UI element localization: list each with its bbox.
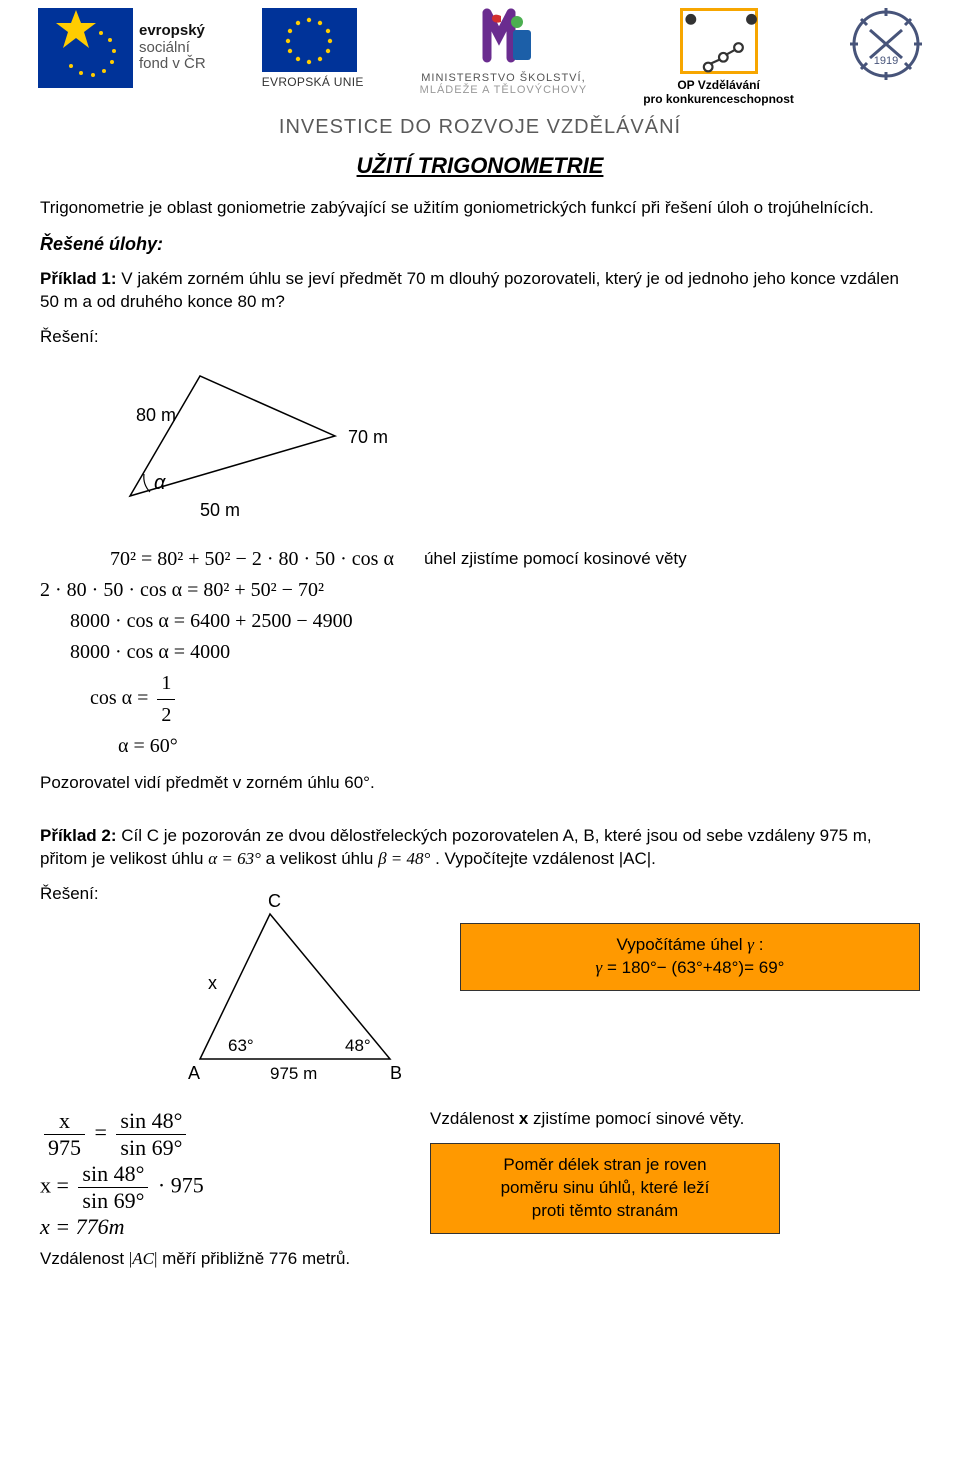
hint2-l3: proti těmto stranám xyxy=(445,1200,765,1223)
opvk-line2: pro konkurenceschopnost xyxy=(643,92,794,106)
ex2-beta: β = 48° xyxy=(378,849,430,868)
eq2-l3: x = 776m xyxy=(40,1214,400,1240)
t2-angB: 48° xyxy=(345,1036,371,1055)
t1-angle: α xyxy=(154,472,166,494)
eq2-l2-post: · 975 xyxy=(158,1172,204,1197)
equations-ex2: x 975 = sin 48° sin 69° x = sin 48° sin … xyxy=(40,1108,400,1240)
t1-side-a: 80 m xyxy=(136,405,176,425)
equations-ex1: 70² = 80² + 50² − 2 · 80 · 50 · cos α úh… xyxy=(40,544,920,762)
t2-angA: 63° xyxy=(228,1036,254,1055)
ex2-concl-post: měří přibližně 776 metrů. xyxy=(162,1249,350,1268)
t2-base: 975 m xyxy=(270,1064,317,1083)
gear-year: 1919 xyxy=(874,55,898,67)
ex2-conclusion: Vzdálenost |AC| měří přibližně 776 metrů… xyxy=(40,1248,920,1271)
hint2-l2: poměru sinu úhlů, které leží xyxy=(445,1177,765,1200)
eu-flag-icon xyxy=(262,8,357,72)
msmt-icon xyxy=(471,8,535,72)
eq2-l1-ln: x xyxy=(44,1108,85,1135)
eq2-l2-d: sin 69° xyxy=(78,1188,148,1214)
ex2-sine-note: Vzdálenost x zjistíme pomocí sinové věty… xyxy=(430,1108,920,1131)
hint2-l1: Poměr délek stran je roven xyxy=(445,1154,765,1177)
t2-A: A xyxy=(188,1063,200,1083)
example2-label: Příklad 2: xyxy=(40,826,117,845)
eq2-l2-pre: x = xyxy=(40,1172,69,1197)
eq1-line5-den: 2 xyxy=(157,700,175,731)
esf-line1: evropský xyxy=(139,22,205,39)
example1-text: V jakém zorném úhlu se jeví předmět 70 m… xyxy=(40,269,899,311)
t2-x: x xyxy=(208,973,217,993)
t2-C: C xyxy=(268,891,281,911)
eq1-line2: 2 · 80 · 50 · cos α = 80² + 50² − 70² xyxy=(40,575,920,606)
ex1-conclusion: Pozorovatel vidí předmět v zorném úhlu 6… xyxy=(40,772,920,795)
ex2-alpha: α = 63° xyxy=(208,849,261,868)
page-title: UŽITÍ TRIGONOMETRIE xyxy=(40,153,920,179)
triangle1-diagram: 80 m 70 m 50 m α xyxy=(100,361,920,526)
eu-logo-block: EVROPSKÁ UNIE xyxy=(262,8,364,89)
t2-B: B xyxy=(390,1063,402,1083)
hint-box-1: Vypočítáme úhel γ : γ = 180°− (63°+48°)=… xyxy=(460,923,920,991)
eq1-line6: α = 60° xyxy=(118,731,920,762)
msmt-line1: MINISTERSTVO ŠKOLSTVÍ, xyxy=(421,72,585,84)
eq1-line3: 8000 · cos α = 6400 + 2500 − 4900 xyxy=(70,606,920,637)
msmt-line2: MLÁDEŽE A TĚLOVÝCHOVY xyxy=(420,84,588,96)
eq2-l1-ld: 975 xyxy=(44,1135,85,1161)
tagline: INVESTICE DO ROZVOJE VZDĚLÁVÁNÍ xyxy=(0,116,960,139)
ex2-text-c: . Vypočítejte vzdálenost |AC|. xyxy=(435,849,656,868)
hint1-line2: γ = 180°− (63°+48°)= 69° xyxy=(475,957,905,980)
esf-line3: fond v ČR xyxy=(139,55,206,72)
triangle2-diagram: C A B x 63° 48° 975 m xyxy=(140,889,440,1094)
eq1-line4: 8000 · cos α = 4000 xyxy=(70,637,920,668)
hint1-line1: Vypočítáme úhel γ : xyxy=(475,934,905,957)
opvk-logo-block: OP Vzdělávání pro konkurenceschopnost xyxy=(643,8,794,106)
example1-label: Příklad 1: xyxy=(40,269,117,288)
esf-logo-block: evropský sociální fond v ČR xyxy=(38,8,206,88)
eq2-l1-rd: sin 69° xyxy=(116,1135,186,1161)
header-logos: evropský sociální fond v ČR EVROPSKÁ UNI… xyxy=(0,0,960,110)
solution-label-1: Řešení: xyxy=(40,326,920,349)
intro-text: Trigonometrie je oblast goniometrie zabý… xyxy=(40,197,920,220)
eq1-line1: 70² = 80² + 50² − 2 · 80 · 50 · cos α xyxy=(110,544,394,575)
solution-label-2: Řešení: xyxy=(40,883,120,906)
eq1-line5-num: 1 xyxy=(157,668,175,700)
esf-line2: sociální xyxy=(139,39,190,56)
msmt-logo-block: MINISTERSTVO ŠKOLSTVÍ, MLÁDEŽE A TĚLOVÝC… xyxy=(420,8,588,96)
esf-flag-icon xyxy=(38,8,133,88)
eq1-note: úhel zjistíme pomocí kosinové věty xyxy=(424,546,687,572)
school-emblem: 1919 xyxy=(850,8,922,85)
esf-text: evropský sociální fond v ČR xyxy=(139,23,206,73)
example1-statement: Příklad 1: V jakém zorném úhlu se jeví p… xyxy=(40,268,920,314)
eu-caption: EVROPSKÁ UNIE xyxy=(262,75,364,89)
ex2-concl-ac: |AC| xyxy=(129,1249,158,1268)
page-content: UŽITÍ TRIGONOMETRIE Trigonometrie je obl… xyxy=(0,153,960,1313)
example2-statement: Příklad 2: Cíl C je pozorován ze dvou dě… xyxy=(40,825,920,871)
solved-tasks-heading: Řešené úlohy: xyxy=(40,232,920,256)
eq2-l1-rn: sin 48° xyxy=(116,1108,186,1135)
eq1-line5-pre: cos α = xyxy=(90,687,148,709)
t1-side-c: 70 m xyxy=(348,427,388,447)
opvk-line1: OP Vzdělávání xyxy=(677,78,759,92)
ex2-text-b: a velikost úhlu xyxy=(266,849,378,868)
t1-side-b: 50 m xyxy=(200,500,240,520)
opvk-icon xyxy=(680,8,758,74)
eq2-l2-n: sin 48° xyxy=(78,1161,148,1188)
ex2-concl-pre: Vzdálenost xyxy=(40,1249,129,1268)
hint-box-2: Poměr délek stran je roven poměru sinu ú… xyxy=(430,1143,780,1234)
